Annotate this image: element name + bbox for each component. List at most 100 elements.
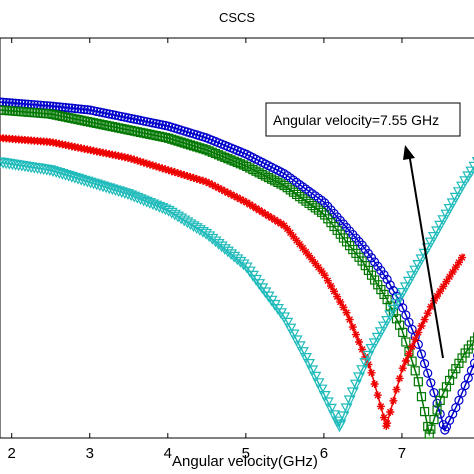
data-point [373,391,382,400]
data-point [293,341,306,353]
data-point [360,261,370,271]
data-point [286,228,295,237]
data-point [248,165,258,175]
data-point [367,368,376,377]
data-point [117,123,127,134]
data-point [320,271,329,280]
data-point [429,388,439,398]
data-point [426,378,436,388]
data-point [54,111,64,121]
data-point [263,173,274,183]
data-point [463,373,473,383]
data-point [139,158,148,167]
data-point [328,410,341,422]
data-point [135,127,146,137]
data-point [379,289,389,299]
data-point [181,217,194,229]
data-point [145,160,154,169]
data-point [226,155,236,165]
data-point [184,219,197,231]
data-point [255,206,264,215]
data-point [161,165,170,174]
data-point [390,299,403,311]
data-point [168,209,181,221]
data-point [76,115,86,125]
series-line [0,137,466,429]
data-point [395,320,405,330]
data-point [0,105,5,115]
data-point [379,270,389,280]
data-point [457,353,467,363]
data-point [165,207,178,219]
data-point [299,353,312,364]
data-point [230,192,239,200]
data-point [242,161,252,171]
data-point [306,365,319,377]
data-point [412,260,425,271]
data-point [104,121,114,131]
data-point [210,148,221,159]
data-point [420,315,429,324]
data-point [380,413,388,422]
data-point [114,123,124,133]
data-point [309,371,322,383]
data-point [257,169,267,179]
data-point [270,215,279,224]
data-point [382,422,391,430]
data-point [170,135,180,145]
data-point [193,225,206,236]
data-point [179,138,189,148]
data-point [370,380,379,388]
data-point [67,113,77,123]
data-point [267,213,276,222]
data-point [395,374,404,383]
data-point [218,244,231,255]
data-point [225,249,238,261]
data-point [353,372,366,384]
data-point [459,176,472,188]
data-point [361,352,370,361]
data-point [280,221,289,230]
data-point [441,382,452,392]
data-point [414,328,423,337]
data-point [442,277,451,286]
data-point [449,192,462,204]
data-point [458,253,467,262]
data-point [364,360,373,369]
data-point [301,247,310,256]
data-point [273,217,282,226]
data-point [264,211,273,220]
data-point [195,143,205,153]
data-point [439,282,448,291]
data-point [417,322,426,330]
data-point [314,263,323,272]
data-point [387,304,400,316]
plot-area [0,37,474,439]
data-point [296,347,309,358]
data-point [267,174,277,184]
data-point [178,215,191,227]
data-point [365,344,378,355]
data-point [82,116,93,127]
data-point [345,315,354,324]
data-point [330,287,339,296]
data-point [73,104,83,114]
data-point [316,207,327,217]
data-point [0,97,5,107]
data-point [73,114,83,125]
data-point [258,208,267,217]
data-point [160,132,171,143]
data-point [164,166,173,175]
data-point [445,272,454,281]
data-point [404,349,413,358]
data-point [130,155,139,164]
data-point [142,129,152,139]
data-point [371,332,384,344]
data-point [79,116,89,126]
data-point [316,195,327,205]
data-point [324,403,337,415]
data-point [468,161,474,172]
data-point [209,236,222,248]
data-point [70,103,80,114]
data-point [223,154,233,164]
